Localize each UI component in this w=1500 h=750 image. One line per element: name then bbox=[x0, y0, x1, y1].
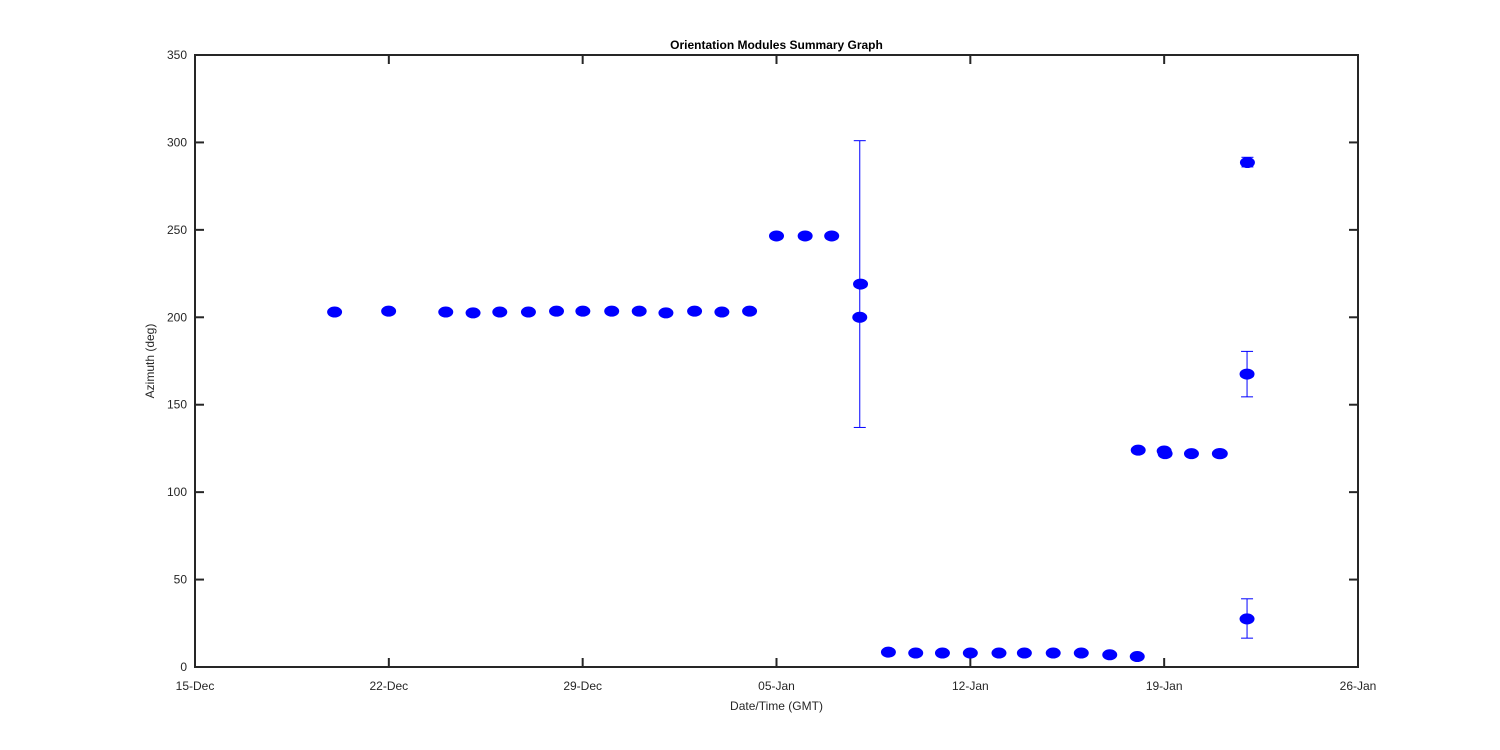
data-point bbox=[492, 306, 508, 318]
data-point bbox=[908, 647, 924, 659]
y-tick-label: 50 bbox=[174, 573, 188, 587]
data-point bbox=[714, 306, 730, 318]
plot-area bbox=[195, 55, 1358, 667]
data-point bbox=[1129, 651, 1145, 663]
data-point bbox=[962, 647, 978, 659]
data-point bbox=[575, 305, 591, 317]
data-point bbox=[797, 230, 813, 242]
data-point bbox=[1045, 647, 1061, 659]
x-tick-label: 19-Jan bbox=[1146, 679, 1183, 693]
y-tick-label: 0 bbox=[180, 660, 187, 674]
data-point bbox=[438, 306, 454, 318]
x-tick-label: 22-Dec bbox=[369, 679, 408, 693]
data-point bbox=[1130, 444, 1146, 456]
data-point bbox=[327, 306, 343, 318]
x-tick-label: 05-Jan bbox=[758, 679, 795, 693]
data-point bbox=[1183, 448, 1199, 460]
data-point bbox=[1239, 157, 1255, 169]
axes-box bbox=[194, 54, 1359, 668]
data-point bbox=[1016, 647, 1032, 659]
data-point bbox=[549, 305, 565, 317]
data-point bbox=[1073, 647, 1089, 659]
data-point bbox=[631, 305, 647, 317]
y-tick-label: 100 bbox=[167, 485, 187, 499]
data-point bbox=[1157, 448, 1173, 460]
x-tick-label: 29-Dec bbox=[563, 679, 602, 693]
data-point bbox=[1239, 613, 1255, 625]
data-point bbox=[658, 307, 674, 319]
data-point bbox=[853, 278, 869, 290]
data-point bbox=[1102, 649, 1118, 661]
data-point bbox=[687, 305, 703, 317]
y-tick-label: 200 bbox=[167, 310, 187, 324]
data-point bbox=[1212, 448, 1228, 460]
data-point bbox=[381, 305, 397, 317]
y-tick-label: 250 bbox=[167, 223, 187, 237]
y-tick-label: 300 bbox=[167, 135, 187, 149]
y-tick-label: 150 bbox=[167, 398, 187, 412]
data-point bbox=[465, 307, 481, 319]
data-point bbox=[991, 647, 1007, 659]
x-tick-label: 15-Dec bbox=[176, 679, 215, 693]
chart-title: Orientation Modules Summary Graph bbox=[670, 38, 883, 52]
x-tick-label: 12-Jan bbox=[952, 679, 989, 693]
data-point bbox=[769, 230, 784, 242]
y-tick-label: 350 bbox=[167, 48, 187, 62]
data-point bbox=[880, 646, 896, 658]
data-point bbox=[520, 306, 536, 318]
data-point bbox=[604, 305, 620, 317]
y-axis-label: Azimuth (deg) bbox=[143, 324, 157, 399]
data-point bbox=[852, 311, 868, 323]
x-tick-label: 26-Jan bbox=[1340, 679, 1377, 693]
data-point bbox=[824, 230, 840, 242]
data-point bbox=[934, 647, 950, 659]
data-point bbox=[742, 305, 758, 317]
x-axis-label: Date/Time (GMT) bbox=[730, 699, 823, 713]
data-point bbox=[1239, 368, 1255, 380]
